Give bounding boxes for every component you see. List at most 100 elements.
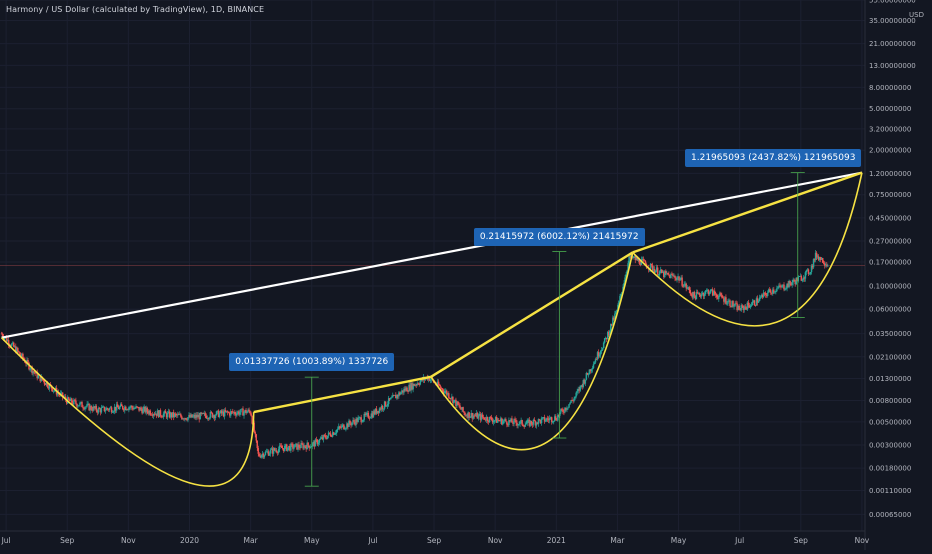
candle-body bbox=[613, 317, 615, 320]
candle-body bbox=[374, 408, 377, 415]
candle-body bbox=[549, 417, 552, 419]
candle-body bbox=[799, 276, 802, 277]
candle-body bbox=[609, 330, 611, 336]
candle-body bbox=[353, 420, 355, 422]
candle-body bbox=[43, 380, 46, 384]
candle-body bbox=[393, 395, 395, 397]
candle-body bbox=[651, 265, 654, 271]
candle-body bbox=[710, 289, 713, 291]
x-tick-label: May bbox=[671, 536, 687, 545]
candle-body bbox=[148, 410, 151, 414]
candle-body bbox=[737, 305, 739, 311]
annotation-label[interactable]: 1.21965093 (2437.82%) 121965093 bbox=[685, 148, 862, 167]
candle-body bbox=[681, 277, 683, 286]
candle-body bbox=[88, 403, 90, 411]
candle-body bbox=[180, 414, 182, 417]
candle-body bbox=[268, 453, 271, 456]
candle-body bbox=[266, 451, 269, 453]
candle-body bbox=[309, 447, 311, 449]
candle-body bbox=[523, 425, 525, 427]
candle-body bbox=[591, 368, 594, 370]
candle-body bbox=[419, 381, 422, 385]
candle-body bbox=[141, 409, 143, 414]
candle-body bbox=[765, 294, 768, 296]
candle-body bbox=[767, 289, 770, 293]
candle-body bbox=[728, 300, 730, 302]
candle-body bbox=[556, 419, 558, 421]
candle-body bbox=[10, 343, 13, 347]
candle-body bbox=[819, 257, 822, 260]
candle-body bbox=[815, 252, 818, 258]
candle-body bbox=[207, 417, 210, 419]
candle-body bbox=[666, 272, 668, 274]
candle-body bbox=[3, 337, 6, 340]
candle-body bbox=[604, 337, 607, 339]
candle-body bbox=[224, 410, 227, 412]
candle-body bbox=[688, 287, 690, 291]
candle-body bbox=[406, 387, 408, 392]
candle-body bbox=[633, 256, 635, 258]
y-tick-label: 0.00800000 bbox=[869, 397, 911, 405]
candle-body bbox=[395, 394, 397, 399]
candle-body bbox=[138, 406, 140, 411]
candle-body bbox=[501, 418, 503, 425]
candle-body bbox=[282, 448, 285, 452]
candle-body bbox=[194, 414, 196, 418]
candle-body bbox=[678, 276, 680, 281]
candle-body bbox=[241, 408, 243, 410]
candle-body bbox=[319, 438, 322, 440]
candle-body bbox=[746, 302, 749, 310]
candle-body bbox=[497, 420, 500, 421]
candle-body bbox=[768, 289, 771, 291]
candle-body bbox=[329, 433, 332, 437]
candle-body bbox=[19, 352, 21, 355]
candle-body bbox=[248, 409, 250, 412]
candle-body bbox=[129, 407, 131, 409]
candle-body bbox=[714, 293, 717, 295]
candle-body bbox=[104, 410, 107, 412]
candle-body bbox=[312, 441, 315, 444]
candle-body bbox=[719, 293, 721, 296]
candle-body bbox=[687, 287, 689, 289]
candle-body bbox=[475, 413, 478, 416]
candle-body bbox=[437, 381, 440, 386]
candle-body bbox=[457, 401, 459, 405]
candle-body bbox=[93, 406, 95, 409]
candle-body bbox=[397, 394, 399, 397]
candle-body bbox=[492, 420, 495, 423]
candle-body bbox=[502, 421, 504, 425]
candle-body bbox=[440, 388, 443, 389]
candle-body bbox=[717, 297, 719, 299]
candle-body bbox=[813, 259, 816, 261]
candle-body bbox=[777, 287, 779, 289]
candle-body bbox=[627, 263, 629, 271]
candle-body bbox=[610, 323, 612, 331]
candle-body bbox=[304, 445, 306, 447]
candle-body bbox=[331, 432, 334, 437]
candle-body bbox=[351, 422, 353, 426]
candle-body bbox=[342, 424, 344, 426]
candle-body bbox=[39, 374, 41, 382]
candle-body bbox=[243, 412, 245, 416]
candle-body bbox=[461, 407, 463, 410]
annotation-label[interactable]: 0.01337726 (1003.89%) 1337726 bbox=[229, 353, 395, 372]
candle-body bbox=[277, 449, 280, 453]
candle-body bbox=[546, 418, 549, 420]
candle-body bbox=[155, 413, 158, 416]
candle-body bbox=[513, 419, 515, 424]
candle-body bbox=[621, 291, 623, 294]
candle-body bbox=[96, 410, 99, 413]
candle-body bbox=[369, 417, 372, 419]
candle-body bbox=[436, 381, 439, 386]
candle-body bbox=[242, 408, 244, 416]
candle-body bbox=[705, 290, 708, 292]
candle-body bbox=[511, 418, 513, 423]
candle-body bbox=[658, 271, 661, 275]
candle-body bbox=[187, 417, 189, 421]
candle-body bbox=[486, 417, 489, 422]
candle-body bbox=[762, 292, 765, 298]
candle-body bbox=[181, 416, 183, 420]
annotation-label[interactable]: 0.21415972 (6002.12%) 21415972 bbox=[473, 227, 645, 246]
candle-body bbox=[711, 289, 714, 296]
